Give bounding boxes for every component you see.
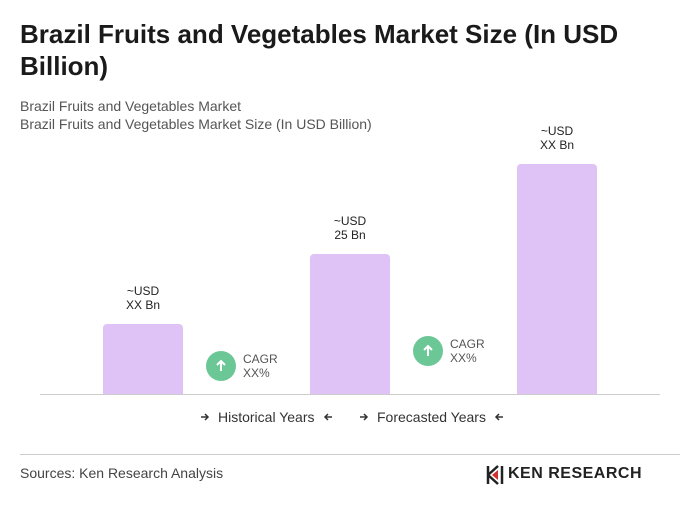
- divider: [20, 454, 680, 455]
- bar: [517, 164, 597, 394]
- source: Sources: Ken Research Analysis: [20, 465, 224, 481]
- subtitle: Brazil Fruits and Vegetables Market Size…: [20, 116, 372, 132]
- value-label: ~USD XX Bn: [539, 124, 575, 152]
- cagr-label: CAGR XX%: [243, 352, 278, 380]
- value-label: ~USD XX Bn: [125, 283, 161, 312]
- period-label: Forecasted Years: [377, 409, 486, 425]
- subtitle: Brazil Fruits and Vegetables Market: [20, 98, 241, 114]
- value-label: ~USD 25 Bn: [333, 213, 367, 242]
- cagr-icon: [206, 351, 236, 381]
- chart-title: Brazil Fruits and Vegetables Market Size…: [20, 19, 619, 81]
- bar: [103, 323, 183, 394]
- arrow-up: [423, 344, 433, 356]
- period-legend: Historical Years: [200, 409, 333, 425]
- period-legend: Forecasted Years: [359, 409, 504, 425]
- bar: [310, 253, 390, 394]
- arrow: [494, 413, 503, 421]
- period-label: Historical Years: [218, 409, 315, 425]
- arrow: [360, 413, 369, 421]
- arrow: [201, 413, 210, 421]
- brand-icon: [486, 465, 504, 485]
- arrow: [323, 413, 332, 421]
- arrow-up: [216, 359, 226, 371]
- cagr-label: CAGR XX%: [450, 337, 485, 365]
- cagr-icon: [413, 336, 443, 366]
- baseline: [40, 394, 660, 395]
- brand: KEN RESEARCH: [508, 465, 643, 482]
